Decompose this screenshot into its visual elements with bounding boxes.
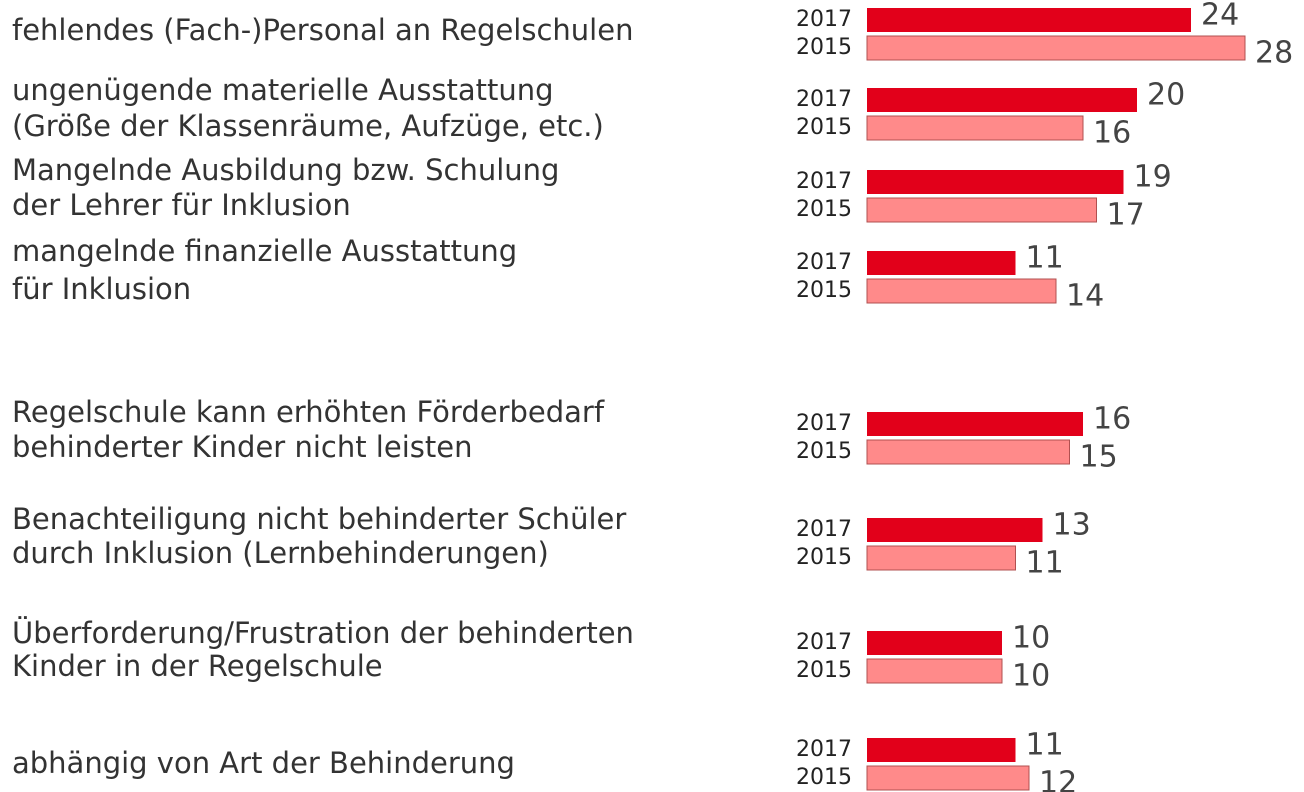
year-label: 2017 <box>796 169 852 194</box>
value-label: 16 <box>1093 402 1131 437</box>
year-label: 2017 <box>796 7 852 32</box>
bar <box>867 8 1191 32</box>
year-label: 2017 <box>796 250 852 275</box>
value-label: 10 <box>1012 659 1050 694</box>
category-label: mangelnde finanzielle Ausstattung <box>12 234 517 268</box>
category-label: Kinder in der Regelschule <box>12 649 383 683</box>
bar <box>866 197 1097 223</box>
year-label: 2017 <box>796 737 852 762</box>
year-label: 2017 <box>796 87 852 112</box>
bar <box>866 765 1030 791</box>
year-label: 2015 <box>796 658 852 683</box>
year-label: 2015 <box>796 765 852 790</box>
bar <box>866 439 1070 465</box>
value-label: 12 <box>1039 766 1077 792</box>
value-label: 13 <box>1053 508 1091 543</box>
value-label: 11 <box>1026 546 1064 581</box>
bar <box>867 251 1016 275</box>
category-label: fehlendes (Fach-)Personal an Regelschule… <box>12 13 633 47</box>
category-label: abhängig von Art der Behinderung <box>12 746 515 780</box>
value-label: 11 <box>1026 728 1064 763</box>
year-label: 2015 <box>796 115 852 140</box>
year-label: 2017 <box>796 517 852 542</box>
year-label: 2017 <box>796 411 852 436</box>
value-label: 19 <box>1134 160 1172 195</box>
bar <box>867 412 1083 436</box>
value-label: 24 <box>1201 0 1239 33</box>
year-label: 2015 <box>796 35 852 60</box>
value-label: 17 <box>1107 198 1145 233</box>
category-label: Überforderung/Frustration der behinderte… <box>12 616 634 650</box>
category-label: (Größe der Klassenräume, Aufzüge, etc.) <box>12 109 604 143</box>
category-label: Benachteiligung nicht behinderter Schüle… <box>12 502 626 536</box>
bar <box>867 631 1002 655</box>
value-label: 11 <box>1026 241 1064 276</box>
category-label: durch Inklusion (Lernbehinderungen) <box>12 536 549 570</box>
bar <box>866 278 1057 304</box>
year-label: 2015 <box>796 278 852 303</box>
value-label: 15 <box>1080 440 1118 475</box>
category-label: Regelschule kann erhöhten Förderbedarf <box>12 395 605 429</box>
bar <box>866 658 1003 684</box>
category-label: der Lehrer für Inklusion <box>12 188 351 222</box>
value-label: 28 <box>1255 36 1293 71</box>
value-label: 10 <box>1012 621 1050 656</box>
year-label: 2015 <box>796 439 852 464</box>
bar <box>867 738 1016 762</box>
category-label: Mangelnde Ausbildung bzw. Schulung <box>12 153 559 187</box>
bar <box>867 88 1137 112</box>
bar <box>866 545 1016 571</box>
value-label: 14 <box>1066 279 1104 314</box>
bar <box>866 35 1246 61</box>
bar <box>867 518 1043 542</box>
category-label: für Inklusion <box>12 272 191 306</box>
year-label: 2015 <box>796 545 852 570</box>
bar <box>866 115 1084 141</box>
category-label: ungenügende materielle Ausstattung <box>12 73 554 107</box>
value-label: 20 <box>1147 78 1185 113</box>
bar <box>867 170 1124 194</box>
year-label: 2015 <box>796 197 852 222</box>
value-label: 16 <box>1093 116 1131 151</box>
category-label: behinderter Kinder nicht leisten <box>12 430 472 464</box>
year-label: 2017 <box>796 630 852 655</box>
